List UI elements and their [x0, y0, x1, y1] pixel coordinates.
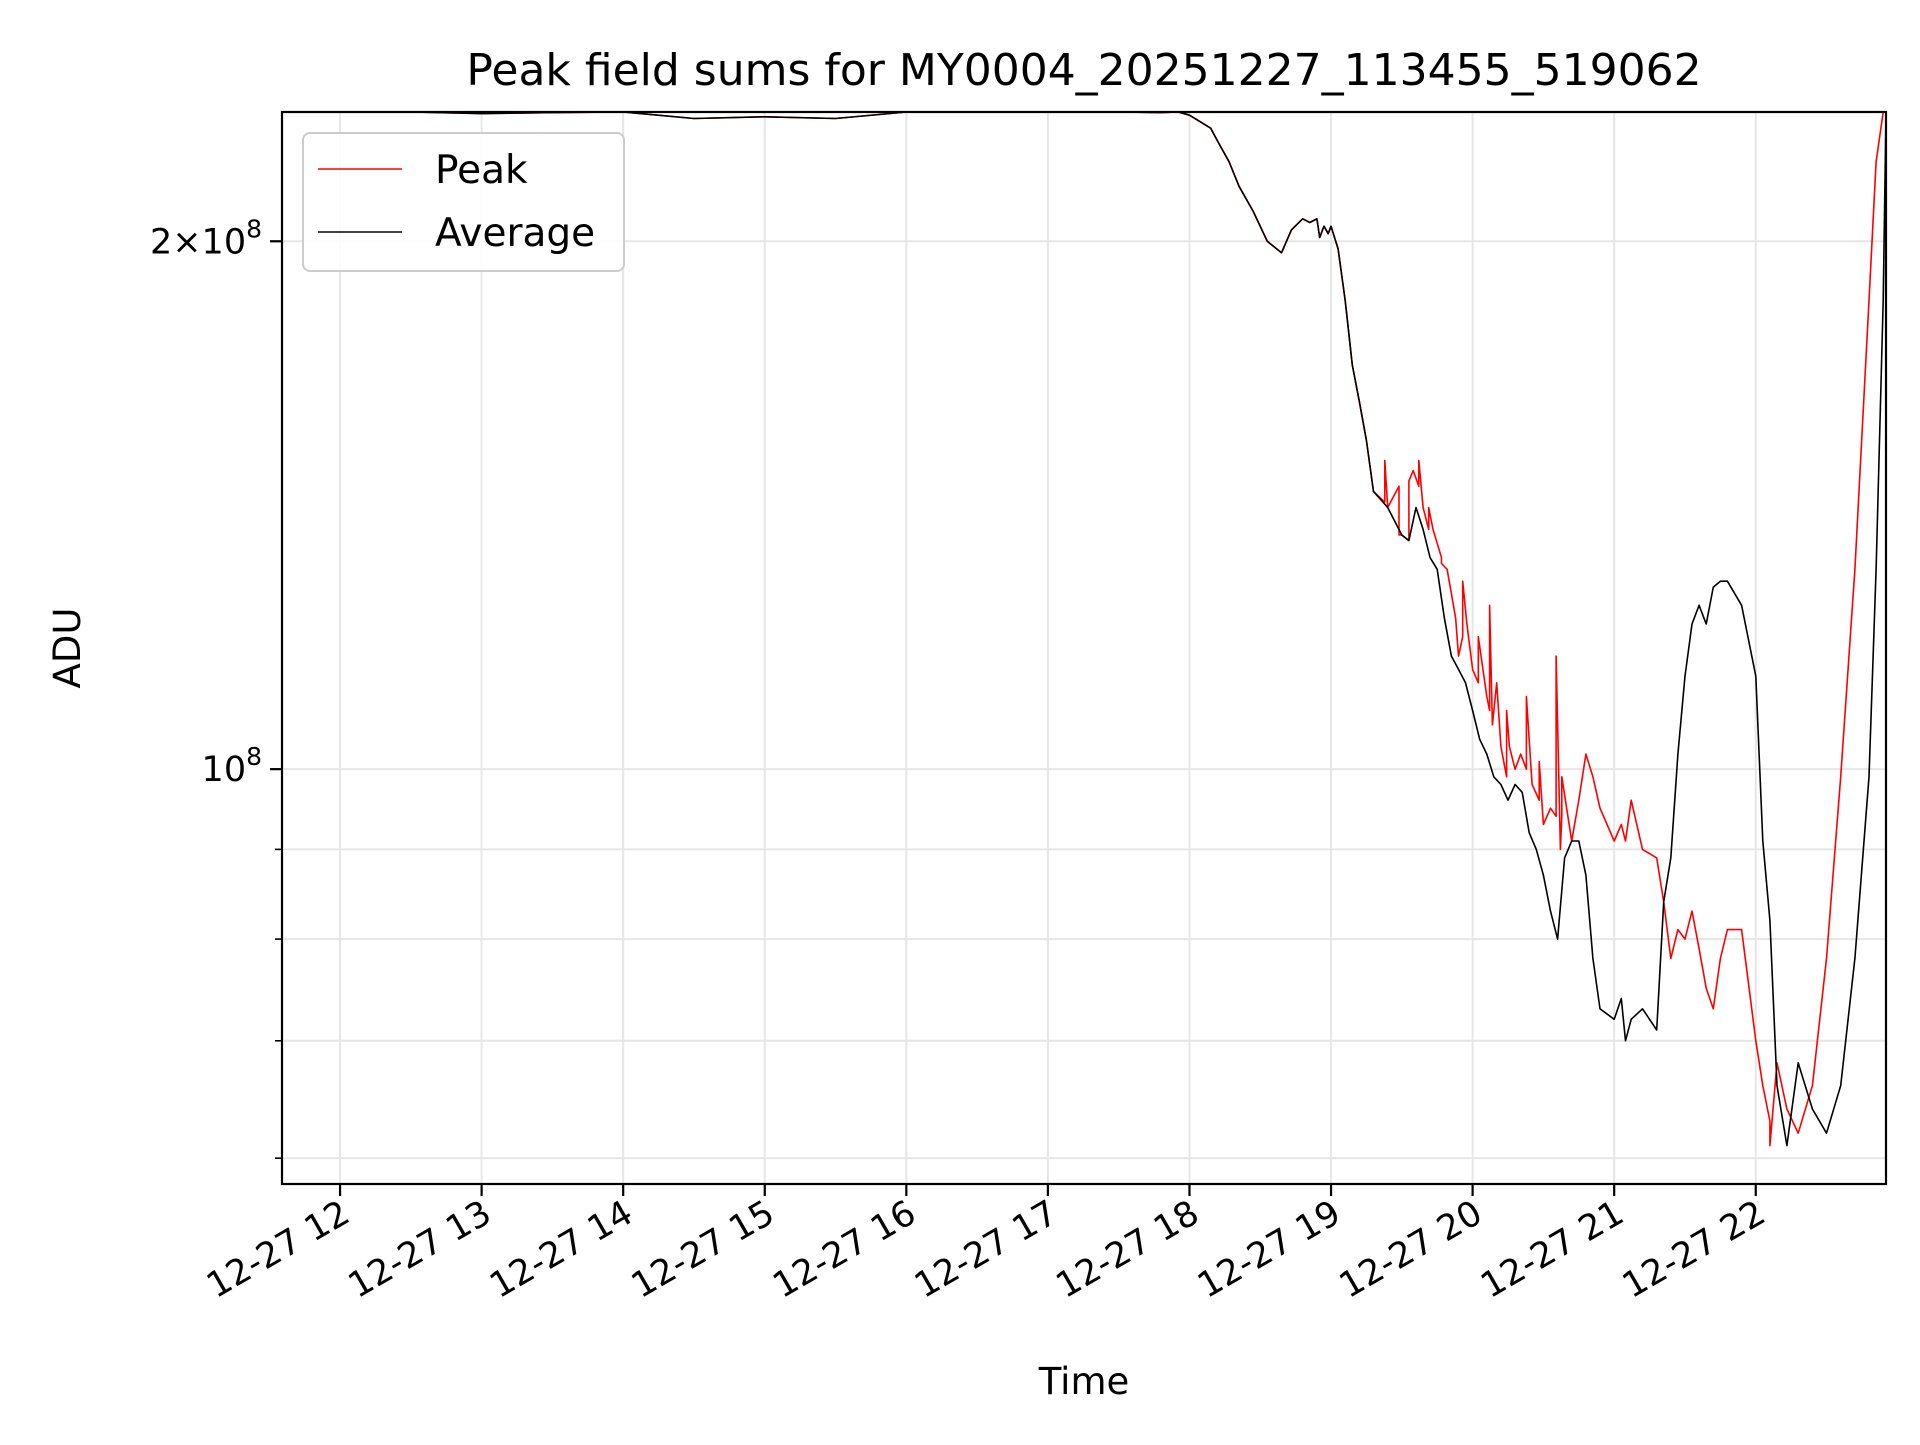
chart-title: Peak field sums for MY0004_20251227_1134…: [466, 45, 1701, 96]
y-tick-label: 2×108: [150, 214, 262, 262]
plot-frame: [280, 110, 1888, 1186]
y-axis-label: ADU: [46, 608, 89, 689]
x-tick-label: 12-27 16: [767, 1193, 923, 1306]
x-tick-label: 12-27 20: [1333, 1193, 1489, 1306]
x-tick-label: 12-27 13: [342, 1193, 498, 1306]
grid-lines: [282, 112, 1886, 1184]
x-tick-label: 12-27 12: [200, 1193, 356, 1306]
x-tick-label: 12-27 22: [1616, 1193, 1772, 1306]
x-tick-label: 12-27 19: [1191, 1193, 1347, 1306]
x-tick-label: 12-27 17: [908, 1193, 1064, 1306]
y-tick-label: 108: [202, 742, 262, 790]
series-lines: [282, 112, 1886, 1147]
series-line-average: [282, 112, 1886, 1147]
x-tick-label: 12-27 15: [625, 1193, 781, 1306]
legend-frame: [302, 132, 625, 272]
legend-label-peak: Peak: [435, 148, 528, 193]
legend: Peak Average: [302, 132, 625, 272]
x-tick-label: 12-27 14: [483, 1193, 639, 1306]
x-tick-label: 12-27 18: [1050, 1193, 1206, 1306]
x-tick-label: 12-27 21: [1474, 1193, 1630, 1306]
legend-label-average: Average: [435, 211, 595, 256]
x-axis-label: Time: [1038, 1360, 1130, 1403]
y-axis-ticks: 108 2×108: [150, 214, 282, 1159]
